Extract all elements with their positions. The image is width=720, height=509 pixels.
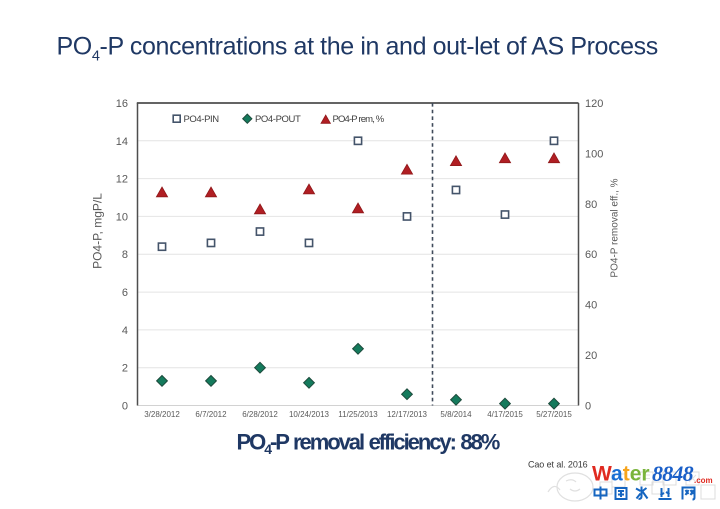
svg-text:PO4-P concentrations at the in: PO4-P concentrations at the in and out-l… xyxy=(57,33,658,65)
svg-text:.com: .com xyxy=(694,476,713,485)
svg-text:100: 100 xyxy=(585,148,603,160)
svg-text:40: 40 xyxy=(585,300,597,312)
svg-text:12: 12 xyxy=(116,174,128,186)
svg-text:4: 4 xyxy=(122,325,128,337)
svg-text:20: 20 xyxy=(585,350,597,362)
svg-text:0: 0 xyxy=(122,401,128,413)
svg-text:4/17/2015: 4/17/2015 xyxy=(487,410,523,419)
svg-text:6/28/2012: 6/28/2012 xyxy=(242,410,278,419)
svg-text:PO4-P, mgP/L: PO4-P, mgP/L xyxy=(91,193,105,269)
svg-text:0: 0 xyxy=(585,401,591,413)
svg-text:PO4-PIN: PO4-PIN xyxy=(184,114,220,125)
svg-text:10: 10 xyxy=(116,211,128,223)
svg-text:80: 80 xyxy=(585,199,597,211)
svg-text:Cao et al. 2016: Cao et al. 2016 xyxy=(528,460,588,470)
svg-text:120: 120 xyxy=(585,98,603,110)
svg-text:12/17/2013: 12/17/2013 xyxy=(387,410,428,419)
svg-text:PO4-POUT: PO4-POUT xyxy=(255,114,301,125)
svg-text:10/24/2013: 10/24/2013 xyxy=(289,410,330,419)
svg-text:5/27/2015: 5/27/2015 xyxy=(536,410,572,419)
svg-text:16: 16 xyxy=(116,98,128,110)
svg-text:3/28/2012: 3/28/2012 xyxy=(144,410,180,419)
svg-text:6: 6 xyxy=(122,287,128,299)
svg-text:5/8/2014: 5/8/2014 xyxy=(440,410,472,419)
svg-text:2: 2 xyxy=(122,363,128,375)
svg-text:PO4-P removal efficiency: 88%: PO4-P removal efficiency: 88% xyxy=(237,430,500,458)
svg-text:60: 60 xyxy=(585,249,597,261)
svg-text:Water: Water xyxy=(592,463,650,486)
svg-text:8848: 8848 xyxy=(652,461,694,486)
svg-text:PO4-P removal eff., %: PO4-P removal eff., % xyxy=(610,178,621,277)
svg-text:8: 8 xyxy=(122,249,128,261)
svg-text:14: 14 xyxy=(116,136,128,148)
svg-text:PO4-P rem, %: PO4-P rem, % xyxy=(333,114,385,125)
svg-text:11/25/2013: 11/25/2013 xyxy=(338,410,378,419)
svg-text:6/7/2012: 6/7/2012 xyxy=(195,410,227,419)
